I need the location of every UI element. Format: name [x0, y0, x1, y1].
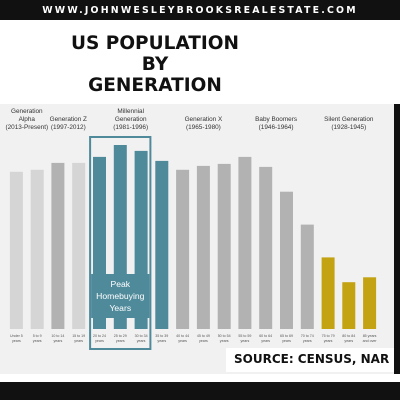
- tick-label-16-0: 80 to 84: [342, 334, 355, 338]
- peak-highlight-box: [89, 136, 152, 350]
- generation-label-2-0: Millennial: [117, 108, 144, 115]
- bar-3: [72, 162, 86, 329]
- bar-1: [30, 169, 44, 329]
- peak-label-0: Peak: [111, 279, 131, 289]
- bottom-bar: [0, 382, 400, 400]
- tick-label-17-0: 85 years: [363, 334, 377, 338]
- tick-label-4-1: years: [95, 339, 104, 343]
- tick-label-11-1: years: [241, 339, 250, 343]
- bar-15: [321, 257, 335, 329]
- peak-label-background: [91, 274, 150, 318]
- title-line-2: GENERATION: [88, 75, 222, 96]
- tick-label-2-1: years: [54, 339, 63, 343]
- bar-2: [51, 162, 65, 329]
- bar-16: [342, 282, 356, 329]
- tick-label-1-1: years: [33, 339, 42, 343]
- tick-label-2-0: 10 to 14: [51, 334, 64, 338]
- tick-label-8-0: 40 to 44: [176, 334, 189, 338]
- tick-label-8-1: years: [178, 339, 187, 343]
- tick-label-7-1: years: [157, 339, 166, 343]
- bar-17: [363, 277, 377, 329]
- tick-label-0-0: Under 5: [10, 334, 23, 338]
- tick-label-12-1: years: [261, 339, 270, 343]
- generation-label-0-0: Generation: [11, 108, 43, 115]
- website-url: WWW.JOHNWESLEYBROOKSREALESTATE.COM: [42, 4, 358, 16]
- page-title: US POPULATION BY GENERATION: [55, 33, 255, 96]
- bar-7: [155, 160, 169, 329]
- tick-label-9-1: years: [199, 339, 208, 343]
- generation-label-0-1: Alpha: [19, 116, 36, 123]
- website-banner: WWW.JOHNWESLEYBROOKSREALESTATE.COM: [0, 0, 400, 20]
- bar-10: [217, 163, 231, 329]
- tick-label-16-1: years: [344, 339, 353, 343]
- tick-label-6-1: years: [137, 339, 146, 343]
- generation-label-1-0: Generation Z: [50, 116, 87, 123]
- bar-12: [259, 166, 273, 329]
- bar-13: [280, 191, 293, 329]
- tick-label-5-0: 25 to 29: [114, 334, 127, 338]
- source-label: SOURCE: CENSUS, NAR: [234, 352, 390, 366]
- title-line-1: US POPULATION BY: [70, 33, 240, 75]
- tick-label-10-1: years: [220, 339, 229, 343]
- tick-label-13-0: 65 to 69: [280, 334, 293, 338]
- tick-label-15-0: 75 to 79: [322, 334, 335, 338]
- bar-11: [238, 156, 252, 329]
- tick-label-3-1: years: [74, 339, 83, 343]
- tick-label-9-0: 45 to 49: [197, 334, 210, 338]
- source-box: [226, 348, 394, 372]
- peak-label-1: Homebuying: [96, 291, 144, 301]
- generation-label-1-1: (1997-2012): [51, 124, 86, 131]
- right-frame-edge: [394, 104, 400, 374]
- tick-label-1-0: 5 to 9: [33, 334, 42, 338]
- tick-label-11-0: 55 to 59: [238, 334, 251, 338]
- bar-0: [9, 171, 23, 329]
- tick-label-6-0: 30 to 34: [135, 334, 148, 338]
- tick-label-10-0: 50 to 54: [218, 334, 231, 338]
- tick-label-13-1: years: [282, 339, 291, 343]
- tick-label-5-1: years: [116, 339, 125, 343]
- generation-label-3-1: (1965-1980): [186, 124, 221, 131]
- tick-label-12-0: 60 to 64: [259, 334, 272, 338]
- generation-label-3-0: Generation X: [185, 116, 223, 123]
- tick-label-14-1: years: [303, 339, 312, 343]
- generation-label-4-0: Baby Boomers: [255, 116, 297, 123]
- generation-label-0-2: (2013-Present): [5, 124, 48, 131]
- tick-label-7-0: 35 to 39: [155, 334, 168, 338]
- generation-label-4-1: (1946-1964): [259, 124, 294, 131]
- bar-9: [196, 165, 210, 329]
- peak-label-2: Years: [109, 303, 131, 313]
- bar-8: [176, 169, 190, 329]
- bar-14: [300, 224, 314, 329]
- tick-label-4-0: 20 to 24: [93, 334, 106, 338]
- generation-label-5-0: Silent Generation: [324, 116, 374, 123]
- tick-label-14-0: 70 to 74: [301, 334, 314, 338]
- tick-label-3-0: 15 to 19: [72, 334, 85, 338]
- generation-label-2-1: Generation: [115, 116, 147, 123]
- generation-label-2-2: (1981-1996): [113, 124, 148, 131]
- generation-label-5-1: (1928-1945): [331, 124, 366, 131]
- tick-label-17-1: and over: [363, 339, 378, 343]
- tick-label-15-1: years: [324, 339, 333, 343]
- tick-label-0-1: years: [12, 339, 21, 343]
